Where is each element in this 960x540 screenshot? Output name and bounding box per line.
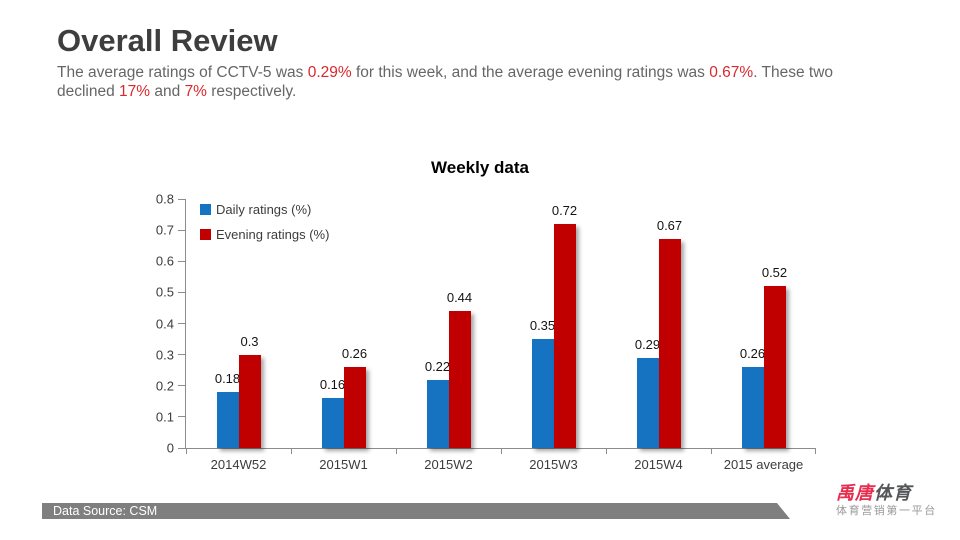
bar-daily-2015 average — [741, 367, 764, 448]
bar-daily-2015W3 — [531, 339, 554, 448]
legend-item-evening: Evening ratings (%) — [200, 227, 329, 242]
legend-label-daily: Daily ratings (%) — [216, 202, 312, 217]
bar-evening-2015 average — [763, 286, 786, 448]
x-axis-label: 2015W3 — [529, 457, 578, 472]
y-axis-label: 0.1 — [155, 409, 174, 425]
y-axis-tick — [178, 291, 185, 293]
intro-highlight: 0.29% — [307, 64, 352, 81]
brand-logo-red-part: 禹唐 — [836, 483, 874, 503]
x-axis-label: 2015W2 — [424, 457, 473, 472]
bar-evening-2015W1 — [343, 367, 366, 448]
x-axis-tick — [711, 448, 712, 454]
x-axis-label: 2014W52 — [210, 457, 267, 472]
bar-evening-2015W4 — [658, 239, 681, 448]
bar-evening-2014W52 — [238, 355, 261, 448]
y-axis-tick — [178, 229, 185, 231]
bar-value-label: 0.16 — [319, 377, 346, 392]
bar-daily-2015W4 — [636, 358, 659, 448]
y-axis-label: 0.5 — [155, 284, 174, 300]
bar-value-label: 0.72 — [551, 203, 578, 218]
x-axis-tick — [396, 448, 397, 454]
y-axis-tick — [178, 416, 185, 418]
y-axis-label: 0.8 — [155, 191, 174, 207]
y-axis-label: 0 — [166, 440, 174, 456]
bar-value-label: 0.67 — [656, 218, 683, 233]
bar-evening-2015W3 — [553, 224, 576, 448]
x-axis-tick — [815, 448, 816, 454]
intro-highlight: 7% — [184, 83, 207, 100]
y-axis-tick — [178, 323, 185, 324]
y-axis-label: 0.3 — [155, 347, 174, 363]
plot-area: 0 0.1 0.2 0.3 0.4 0.5 0.6 0.7 0.8 2014W52 0.18 0.3 2… — [156, 192, 816, 472]
page-title: Overall Review — [57, 23, 278, 58]
x-axis-label: 2015 average — [723, 457, 804, 472]
bar-daily-2015W1 — [321, 398, 344, 448]
y-axis-tick — [178, 447, 185, 449]
daily-series-swatch-icon — [200, 204, 211, 215]
y-axis-tick — [178, 354, 185, 356]
chart-title: Weekly data — [431, 158, 529, 177]
y-axis-tick — [178, 385, 185, 387]
y-axis-label: 0.4 — [155, 316, 174, 331]
bar-value-label: 0.3 — [240, 334, 259, 349]
intro-segment: The average ratings of CCTV-5 was — [57, 64, 308, 81]
bar-value-label: 0.52 — [761, 265, 788, 280]
x-axis-tick — [606, 448, 607, 454]
y-axis-label: 0.7 — [155, 222, 174, 238]
x-axis-label: 2015W4 — [634, 457, 683, 472]
bar-daily-2015W2 — [426, 380, 449, 448]
x-axis-label: 2015W1 — [319, 457, 368, 472]
y-axis-tick — [178, 198, 185, 200]
x-axis-tick — [291, 448, 292, 454]
intro-highlight: 0.67% — [709, 64, 754, 81]
bar-value-label: 0.29 — [634, 337, 661, 352]
y-axis-label: 0.6 — [155, 253, 174, 269]
brand-logo: 禹唐体育 体育营销第一平台 — [836, 484, 937, 517]
intro-text: The average ratings of CCTV-5 was 0.29% … — [57, 63, 833, 101]
bar-value-label: 0.35 — [529, 318, 556, 333]
evening-series-swatch-icon — [200, 229, 211, 240]
y-axis-label: 0.2 — [155, 378, 174, 394]
bar-value-label: 0.44 — [446, 290, 473, 305]
intro-segment: respectively. — [206, 83, 297, 100]
bar-value-label: 0.26 — [341, 346, 368, 361]
bar-value-label: 0.26 — [739, 346, 766, 361]
bar-evening-2015W2 — [448, 311, 471, 448]
intro-highlight: 17% — [119, 83, 151, 100]
brand-logo-dark-part: 体育 — [874, 483, 912, 503]
legend-item-daily: Daily ratings (%) — [200, 202, 329, 217]
brand-logo-wordmark: 禹唐体育 — [836, 484, 937, 502]
x-axis-tick — [186, 448, 187, 454]
bar-daily-2014W52 — [216, 392, 239, 448]
bar-value-label: 0.18 — [214, 371, 241, 386]
intro-segment: . These two — [753, 64, 834, 81]
data-source-bar: Data Source: CSM — [42, 503, 790, 519]
chart-legend: Daily ratings (%) Evening ratings (%) — [200, 202, 329, 252]
brand-logo-tagline: 体育营销第一平台 — [836, 505, 937, 517]
bar-value-label: 0.22 — [424, 359, 451, 374]
y-axis-tick — [178, 260, 185, 262]
intro-segment: declined — [57, 83, 120, 100]
x-axis-tick — [501, 448, 502, 454]
intro-segment: and — [150, 83, 185, 100]
intro-segment: for this week, and the average evening r… — [351, 64, 710, 81]
legend-label-evening: Evening ratings (%) — [216, 227, 330, 242]
